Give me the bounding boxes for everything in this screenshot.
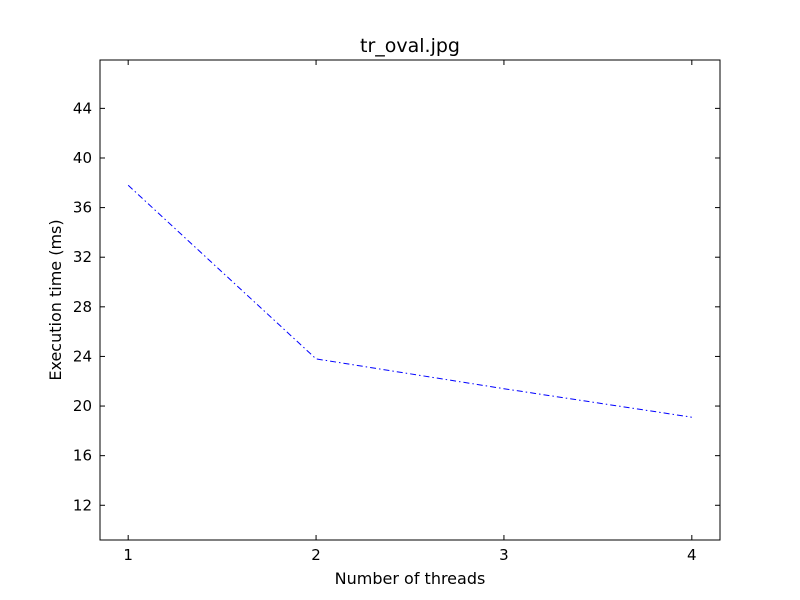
y-tick-label: 36 [73, 199, 92, 217]
x-tick-label: 4 [687, 546, 697, 564]
y-tick-label: 16 [73, 447, 92, 465]
chart-title: tr_oval.jpg [360, 35, 460, 57]
y-tick-label: 44 [73, 99, 92, 117]
y-tick-label: 12 [73, 496, 92, 514]
y-tick-label: 20 [73, 397, 92, 415]
x-tick-label: 1 [123, 546, 133, 564]
y-tick-label: 40 [73, 149, 92, 167]
plot-frame [99, 59, 721, 541]
y-tick-label: 24 [73, 347, 92, 365]
y-tick-label: 32 [73, 248, 92, 266]
x-axis-label: Number of threads [335, 569, 486, 588]
x-tick-label: 3 [499, 546, 509, 564]
series-line [127, 184, 692, 418]
series-layer [127, 184, 692, 418]
plot-area [100, 60, 720, 540]
y-axis-label: Execution time (ms) [46, 219, 65, 380]
y-tick-label: 28 [73, 298, 92, 316]
x-tick-label: 2 [311, 546, 321, 564]
